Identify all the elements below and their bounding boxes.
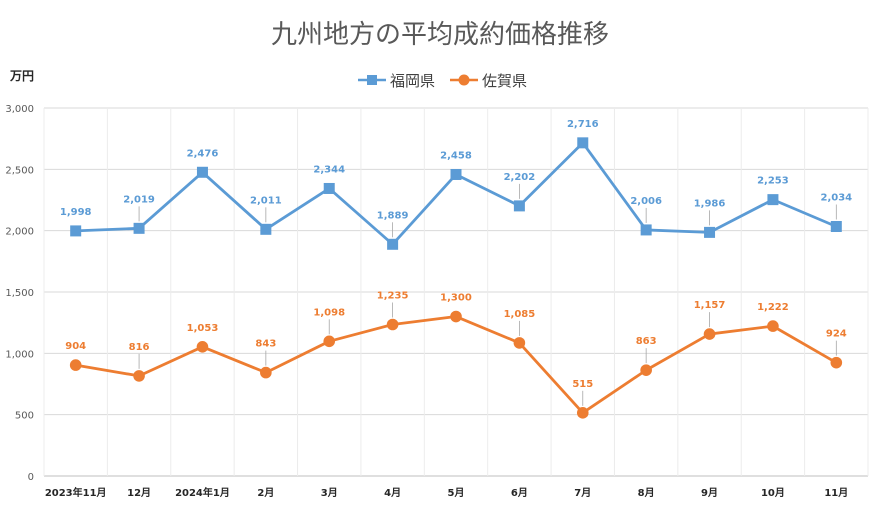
data-point-marker[interactable] <box>69 359 82 371</box>
y-tick-label: 1,500 <box>5 288 34 299</box>
data-label: 843 <box>255 339 276 350</box>
legend: 福岡県 佐賀県 <box>358 72 527 90</box>
data-point-marker[interactable] <box>133 222 145 234</box>
data-point-marker[interactable] <box>640 224 652 236</box>
legend-item-saga[interactable]: 佐賀県 <box>450 72 527 90</box>
data-label: 2,458 <box>440 150 472 161</box>
data-label: 904 <box>65 341 86 352</box>
data-label: 1,998 <box>60 207 92 218</box>
legend-marker-circle-icon <box>458 74 470 86</box>
data-label: 1,098 <box>313 307 345 318</box>
legend-label-fukuoka: 福岡県 <box>390 72 435 90</box>
x-tick-label: 12月 <box>127 487 151 499</box>
data-label: 2,011 <box>250 195 282 206</box>
y-axis-ticks: 0 500 1,000 1,500 2,000 2,500 3,000 <box>5 104 34 483</box>
data-label: 1,222 <box>757 302 789 313</box>
y-tick-label: 2,000 <box>5 227 34 238</box>
x-tick-label: 5月 <box>448 487 465 499</box>
data-label: 816 <box>129 342 150 353</box>
x-tick-label: 4月 <box>384 487 401 499</box>
data-label: 2,202 <box>504 172 536 183</box>
data-point-marker[interactable] <box>577 137 589 149</box>
data-point-marker[interactable] <box>513 337 526 349</box>
data-label: 2,344 <box>313 164 345 175</box>
data-point-marker[interactable] <box>704 226 716 238</box>
chart-title: 九州地方の平均成約価格推移 <box>271 20 609 50</box>
data-label: 2,476 <box>187 148 219 159</box>
data-point-marker[interactable] <box>640 364 652 376</box>
data-label: 1,986 <box>694 198 726 209</box>
data-point-marker[interactable] <box>196 341 209 353</box>
x-tick-label: 11月 <box>824 487 848 499</box>
data-label: 1,300 <box>440 293 472 304</box>
data-label: 2,034 <box>820 192 852 203</box>
y-tick-label: 0 <box>28 472 34 483</box>
gridlines <box>43 107 869 477</box>
x-tick-label: 2月 <box>257 487 274 499</box>
data-point-marker[interactable] <box>576 407 589 419</box>
x-tick-label: 10月 <box>761 487 785 499</box>
data-label: 1,235 <box>377 291 409 302</box>
data-point-marker[interactable] <box>767 320 779 332</box>
data-label: 2,253 <box>757 176 789 187</box>
data-label: 1,053 <box>187 323 219 334</box>
data-point-marker[interactable] <box>133 370 145 382</box>
data-point-marker[interactable] <box>323 335 336 348</box>
x-tick-label: 2023年11月 <box>45 486 107 499</box>
y-tick-label: 3,000 <box>5 104 34 115</box>
data-point-marker[interactable] <box>450 168 462 180</box>
data-label: 1,157 <box>694 300 726 311</box>
data-label: 863 <box>636 336 657 347</box>
x-tick-label: 9月 <box>701 487 718 499</box>
data-point-marker[interactable] <box>386 318 399 331</box>
data-point-marker[interactable] <box>830 220 842 232</box>
x-tick-label: 2024年1月 <box>175 486 230 499</box>
data-label: 515 <box>572 379 593 390</box>
data-point-marker[interactable] <box>196 166 208 178</box>
legend-item-fukuoka[interactable]: 福岡県 <box>358 72 435 90</box>
data-label: 2,716 <box>567 119 599 130</box>
data-label: 2,019 <box>123 194 155 205</box>
data-point-marker[interactable] <box>260 366 272 379</box>
x-tick-label: 8月 <box>638 487 655 499</box>
data-label: 924 <box>826 329 847 340</box>
y-tick-label: 500 <box>15 411 34 422</box>
data-point-marker[interactable] <box>260 223 272 235</box>
data-labels: 1,998 2,019 2,476 2,011 2,344 1,889 2,458 2,202… <box>60 119 852 406</box>
data-label: 2,006 <box>630 196 662 207</box>
legend-label-saga: 佐賀県 <box>482 72 527 90</box>
series-layer <box>69 137 843 419</box>
x-axis-ticks: 2023年11月 12月 2024年1月 2月 3月 4月 5月 6月 7月 8月 9月 10月 11月 <box>45 486 848 499</box>
data-point-marker[interactable] <box>703 328 716 340</box>
x-tick-label: 6月 <box>511 487 528 499</box>
data-point-marker[interactable] <box>70 225 82 237</box>
data-label: 1,889 <box>377 210 409 221</box>
data-point-marker[interactable] <box>513 200 525 212</box>
y-tick-label: 1,000 <box>5 349 34 360</box>
data-point-marker[interactable] <box>450 310 462 323</box>
y-unit-label: 万円 <box>9 69 34 83</box>
x-tick-label: 3月 <box>321 487 338 499</box>
legend-marker-square-icon <box>367 75 377 85</box>
data-point-marker[interactable] <box>323 182 335 194</box>
x-tick-label: 7月 <box>574 487 591 499</box>
data-label: 1,085 <box>504 309 536 320</box>
data-point-marker[interactable] <box>387 238 399 250</box>
y-tick-label: 2,500 <box>5 165 34 176</box>
data-point-marker[interactable] <box>830 356 843 369</box>
data-point-marker[interactable] <box>767 194 779 206</box>
